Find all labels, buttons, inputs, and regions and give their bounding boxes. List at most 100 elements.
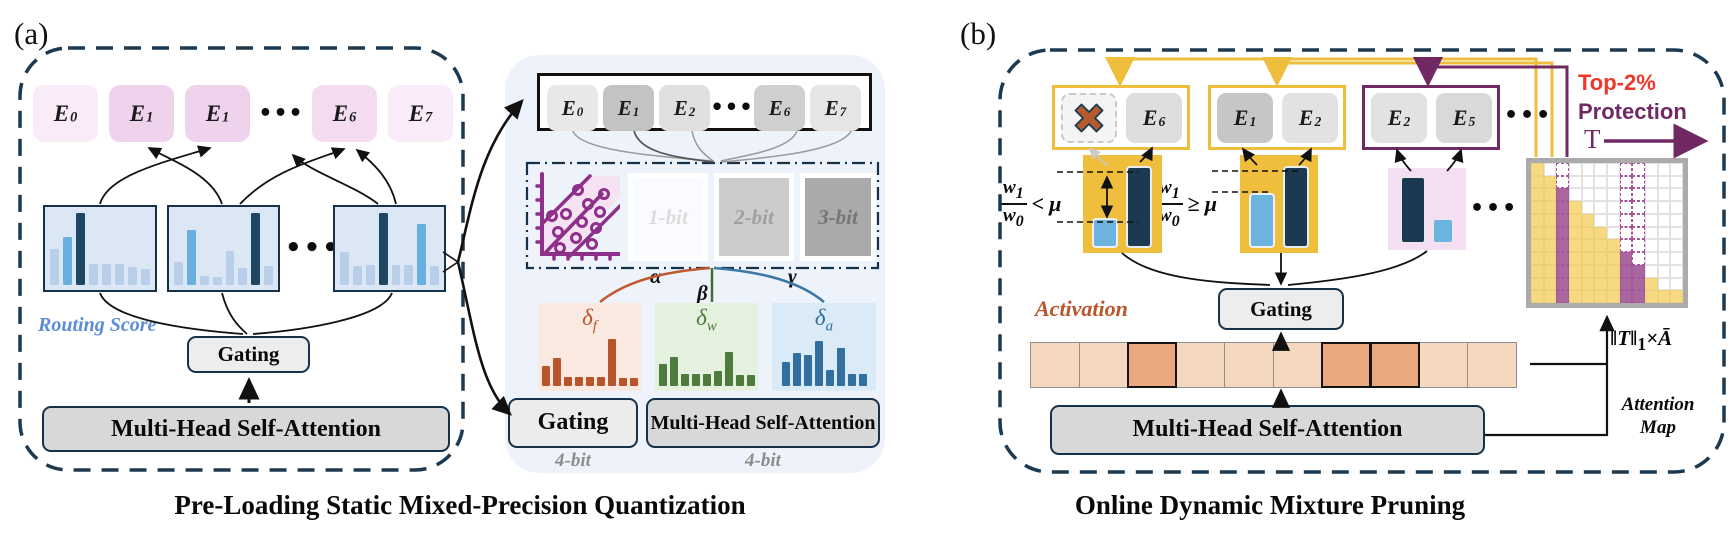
attention-map-cell: [1619, 239, 1633, 253]
routing-score-bar: [199, 275, 209, 285]
step-size-bar: [825, 370, 834, 386]
routing-score-bar: [238, 267, 248, 285]
attention-map-cell: [1645, 175, 1658, 189]
activation-cell-light: [1078, 342, 1129, 388]
attention-map-cell: [1657, 188, 1671, 202]
attention-map-cell: [1657, 163, 1671, 176]
routing-score-bar: [89, 263, 98, 285]
step-size-bar: [746, 375, 755, 386]
step-size-bar: [847, 374, 856, 386]
attention-map-cell: [1607, 175, 1620, 189]
attention-map-cell: [1531, 175, 1544, 189]
attention-map-cell: [1619, 188, 1633, 202]
ellipsis: •••: [710, 95, 754, 119]
attention-map-cell: [1632, 201, 1645, 214]
attention-map-cell: [1645, 277, 1658, 291]
attention-map-cell: [1645, 163, 1658, 176]
attention-map-cell: [1594, 264, 1607, 278]
attention-map-cell: [1569, 252, 1582, 265]
attention-map-cell: [1556, 264, 1569, 278]
activation-cell-light: [1224, 342, 1274, 388]
activation-label: Activation: [1035, 296, 1128, 321]
attention-map-cell: [1556, 175, 1569, 189]
routing-score-bar: [50, 249, 59, 285]
activation-cell-dark: [1369, 342, 1420, 388]
attention-map-cell: [1556, 163, 1569, 176]
attention-map-cell: [1531, 264, 1544, 278]
attention-map-cell: [1607, 226, 1620, 240]
mhsa-bits-label: 4-bit: [745, 450, 781, 471]
gamma-label: γ: [788, 264, 797, 288]
attention-map-cell: [1607, 201, 1620, 214]
bit-width-label: 2-bit: [719, 178, 789, 256]
attention-map-cell: [1645, 226, 1658, 240]
attention-map-cell: [1657, 226, 1671, 240]
step-size-bar: [724, 351, 733, 386]
attention-map-cell: [1645, 239, 1658, 253]
attention-map-cell: [1556, 213, 1569, 227]
gating-box-quant: Gating: [508, 398, 638, 448]
weight-bar-w0: [1283, 166, 1309, 248]
step-size-bar: [574, 377, 583, 386]
weight-bar-w1: [1432, 218, 1454, 244]
delta-f-histogram: δf: [538, 303, 641, 391]
expert-bank-box: E 0 E 1 E 2 ••• E 6 E 7: [537, 73, 872, 131]
step-size-bar: [814, 340, 823, 386]
attention-map-cell: [1543, 201, 1557, 214]
activation-cell-dark: [1321, 342, 1371, 388]
expert-row-a: E 0 E 1 E 1 ••• E 6 E 7: [33, 85, 463, 142]
routing-score-bar: [225, 250, 235, 285]
step-size-bar: [858, 374, 867, 386]
attention-map-cell: [1569, 226, 1582, 240]
attention-map-cell: [1645, 264, 1658, 278]
attention-map-cell: [1632, 226, 1645, 240]
attention-map-cell: [1543, 188, 1557, 202]
activation-cell-light: [1175, 342, 1226, 388]
routing-score-bar: [63, 236, 72, 285]
attention-map-cell: [1581, 213, 1595, 227]
attention-map-cell: [1619, 163, 1633, 176]
attention-map-cell: [1607, 252, 1620, 265]
bit-box-1: 1-bit: [628, 173, 708, 261]
attention-map-cell: [1670, 290, 1683, 303]
attention-map-cell: [1632, 252, 1645, 265]
step-size-bar: [552, 358, 561, 386]
attention-map-cell: [1670, 175, 1683, 189]
pruned-x-icon: [1074, 103, 1104, 132]
attention-map-cell: [1581, 175, 1595, 189]
attention-map-cell: [1594, 201, 1607, 214]
attention-map-cell: [1569, 264, 1582, 278]
attention-map-cell: [1594, 277, 1607, 291]
attention-map-cell: [1543, 264, 1557, 278]
attention-map-cell: [1581, 290, 1595, 303]
attention-map-cell: [1657, 252, 1671, 265]
attention-map-cell: [1632, 239, 1645, 253]
step-size-bar: [585, 377, 594, 386]
panel-b-label: (b): [960, 16, 997, 51]
attention-map-cell: [1581, 264, 1595, 278]
attention-map-cell: [1619, 252, 1633, 265]
activation-cell-light: [1030, 342, 1080, 388]
step-size-bar: [781, 362, 790, 386]
routing-score-bar: [417, 224, 427, 285]
attention-map-cell: [1670, 277, 1683, 291]
protection-label: Protection: [1578, 99, 1687, 124]
caption-b: Online Dynamic Mixture Pruning: [1074, 490, 1466, 520]
attention-map-cell: [1619, 277, 1633, 291]
routing-score-bar: [352, 266, 362, 285]
attention-map-cell: [1594, 252, 1607, 265]
routing-score-label: Routing Score: [38, 314, 157, 336]
alpha-label: α: [650, 264, 662, 288]
attention-map-cell: [1607, 277, 1620, 291]
attention-map-cell: [1632, 290, 1645, 303]
attention-map-grid: [1526, 158, 1688, 308]
routing-score-bar: [365, 264, 375, 285]
pruned-expert-chip: [1061, 92, 1117, 143]
attention-map-cell: [1607, 264, 1620, 278]
attention-map-cell: [1607, 213, 1620, 227]
